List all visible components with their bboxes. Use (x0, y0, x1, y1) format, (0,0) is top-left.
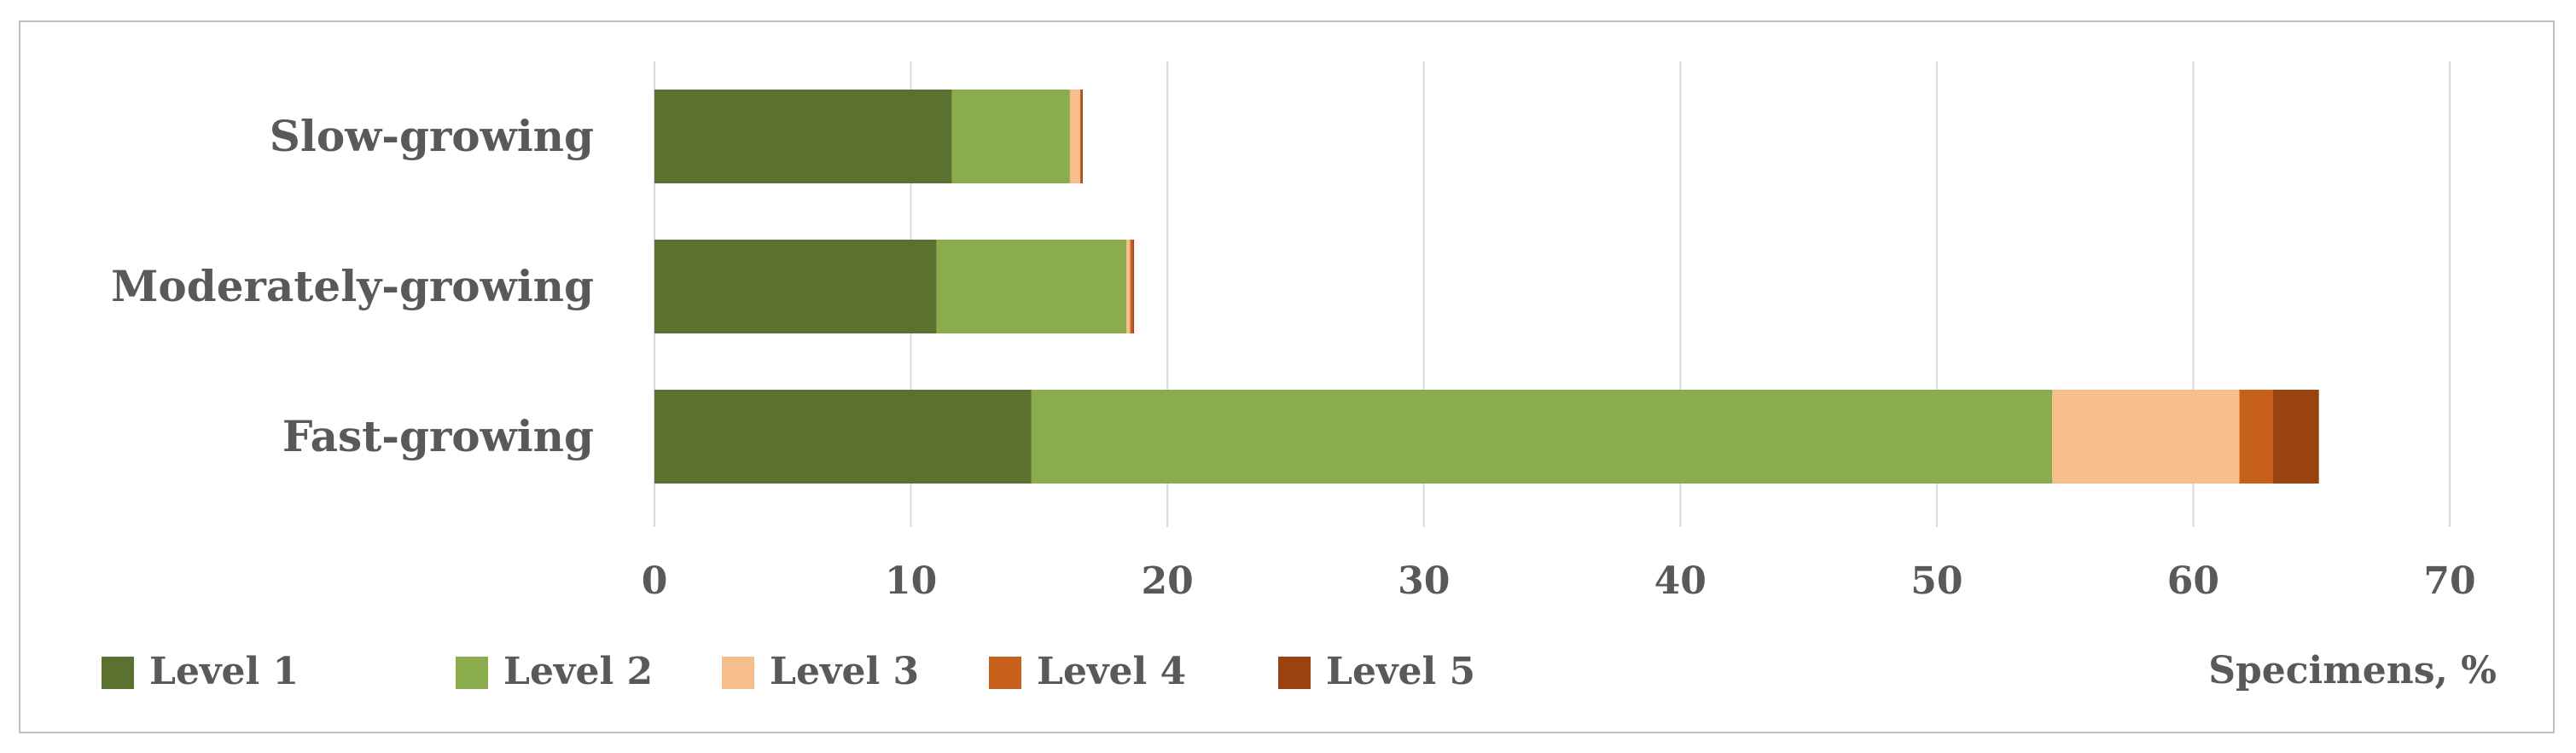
x-axis-title: Specimens, % (2208, 649, 2497, 692)
bar-moderately-growing-level-4 (1130, 240, 1133, 333)
legend-swatch-level-1 (102, 657, 134, 689)
legend: Level 1 Level 2 Level 3 Level 4 Level 5 (102, 650, 1475, 693)
bars (654, 90, 2319, 484)
bar-slow-growing-level-2 (951, 90, 1070, 183)
legend-swatch-level-2 (456, 657, 488, 689)
bar-moderately-growing-level-5 (1132, 240, 1135, 333)
category-labels: Slow-growing Moderately-growing Fast-growi… (111, 111, 594, 461)
legend-swatch-level-5 (1278, 657, 1311, 689)
bar-slow-growing-level-1 (654, 90, 952, 183)
stacked-bar-chart: Slow-growing Moderately-growing Fast-growi… (102, 61, 2497, 693)
bar-fast-growing-level-2 (1031, 390, 2053, 484)
x-tick-10: 10 (885, 559, 937, 603)
bar-fast-growing-level-1 (654, 390, 1032, 484)
chart-frame: Slow-growing Moderately-growing Fast-growi… (19, 20, 2555, 733)
legend-swatch-level-4 (989, 657, 1021, 689)
x-tick-40: 40 (1654, 559, 1707, 603)
legend-label-level-4: Level 4 (1037, 650, 1186, 693)
legend-label-level-5: Level 5 (1326, 650, 1475, 693)
x-tick-60: 60 (2167, 559, 2219, 603)
category-label-slow-growing: Slow-growing (270, 111, 594, 161)
bar-fast-growing-level-4 (2239, 390, 2273, 484)
x-tick-50: 50 (1910, 559, 1963, 603)
category-label-fast-growing: Fast-growing (282, 411, 594, 461)
bar-slow-growing-level-5 (1081, 90, 1083, 183)
bar-moderately-growing-level-3 (1126, 240, 1131, 333)
bar-slow-growing-level-3 (1069, 90, 1080, 183)
bar-slow-growing-level-4 (1079, 90, 1082, 183)
bar-fast-growing-level-3 (2052, 390, 2240, 484)
x-tick-labels: 0 10 20 30 40 50 60 70 (642, 559, 2476, 603)
bar-moderately-growing-level-1 (654, 240, 937, 333)
x-tick-0: 0 (642, 559, 668, 603)
legend-swatch-level-3 (722, 657, 754, 689)
bar-moderately-growing-level-2 (936, 240, 1127, 333)
x-tick-30: 30 (1398, 559, 1450, 603)
x-tick-70: 70 (2423, 559, 2475, 603)
legend-label-level-1: Level 1 (149, 650, 299, 693)
x-tick-20: 20 (1142, 559, 1194, 603)
legend-label-level-2: Level 2 (503, 650, 653, 693)
bar-fast-growing-level-5 (2272, 390, 2319, 484)
legend-label-level-3: Level 3 (770, 650, 919, 693)
category-label-moderately-growing: Moderately-growing (111, 261, 594, 311)
